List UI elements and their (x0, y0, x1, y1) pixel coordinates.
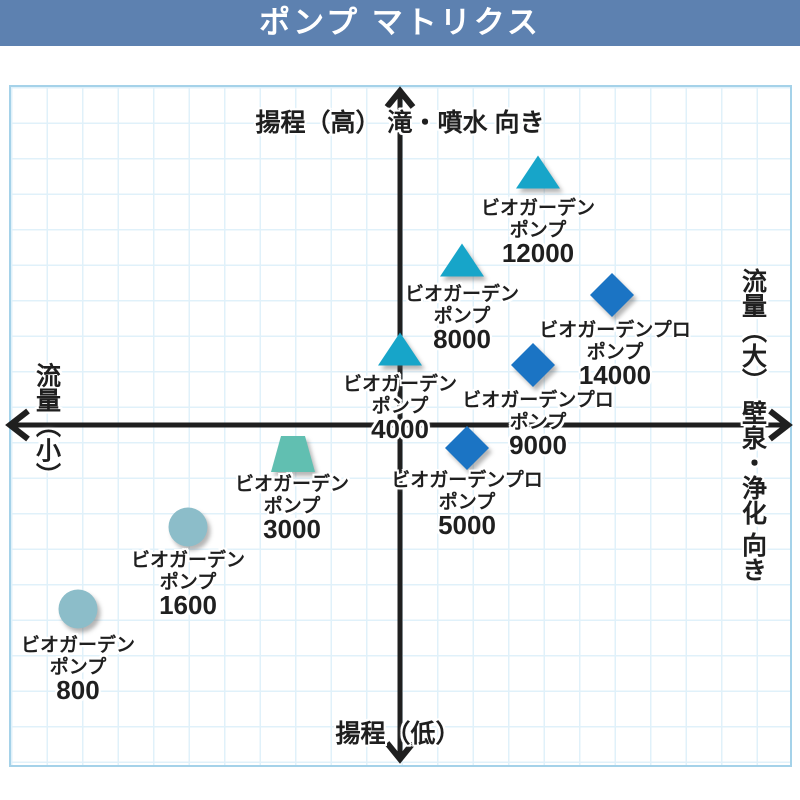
marker-diamond-9000 (510, 342, 556, 388)
label-product-name: ポンプ (586, 342, 644, 363)
label-product-name: ポンプ (433, 306, 491, 327)
marker-circle-1600 (168, 507, 209, 548)
axis-label-bottom: 揚程（低） (335, 720, 461, 748)
label-product-name: ビオガーデンプロ (462, 390, 614, 411)
label-model-number: 9000 (509, 430, 567, 460)
marker-triangle-12000 (515, 155, 561, 190)
marker-label-5000: ビオガーデンプロ ポンプ 5000 (391, 470, 543, 540)
marker-trapezoid-3000 (270, 435, 316, 473)
label-product-name: ビオガーデンプロ (539, 320, 691, 341)
label-product-name: ビオガーデン (342, 374, 458, 395)
header-bar: ポンプ マトリクス (0, 0, 800, 46)
marker-label-4000: ビオガーデン ポンプ 4000 (342, 374, 458, 444)
marker-label-1600: ビオガーデン ポンプ 1600 (130, 550, 246, 620)
marker-label-12000: ビオガーデン ポンプ 12000 (480, 198, 596, 268)
label-product-name: ビオガーデン (480, 198, 596, 219)
axis-label-right: 流量（大） 壁泉・浄化 向き (738, 268, 767, 582)
marker-label-9000: ビオガーデンプロ ポンプ 9000 (462, 390, 614, 460)
marker-triangle-8000 (439, 243, 485, 278)
marker-label-3000: ビオガーデン ポンプ 3000 (234, 474, 350, 544)
marker-label-800: ビオガーデン ポンプ 800 (20, 635, 136, 705)
label-product-name: ビオガーデン (130, 550, 246, 571)
label-model-number: 5000 (438, 510, 496, 540)
label-model-number: 8000 (433, 324, 491, 354)
marker-diamond-14000 (589, 272, 635, 318)
label-product-name: ポンプ (263, 496, 321, 517)
label-product-name: ポンプ (159, 572, 217, 593)
label-product-name: ビオガーデン (20, 635, 136, 656)
axis-label-top: 揚程（高） 滝・噴水 向き (255, 109, 545, 137)
label-model-number: 800 (56, 675, 100, 705)
label-model-number: 4000 (371, 414, 429, 444)
label-model-number: 3000 (263, 514, 321, 544)
label-product-name: ビオガーデン (234, 474, 350, 495)
page-title: ポンプ マトリクス (259, 5, 541, 40)
label-model-number: 1600 (159, 590, 217, 620)
label-product-name: ポンプ (49, 657, 107, 678)
label-model-number: 14000 (578, 360, 652, 390)
marker-circle-800 (58, 589, 99, 630)
marker-label-14000: ビオガーデンプロ ポンプ 14000 (539, 320, 691, 390)
label-product-name: ポンプ (509, 220, 567, 241)
label-product-name: ビオガーデンプロ (391, 470, 543, 491)
marker-diamond-5000 (444, 425, 490, 471)
label-product-name: ポンプ (438, 492, 496, 513)
label-product-name: ビオガーデン (404, 284, 520, 305)
label-model-number: 12000 (501, 238, 575, 268)
marker-label-8000: ビオガーデン ポンプ 8000 (404, 284, 520, 354)
axis-label-left: 流量（小） (32, 362, 61, 488)
